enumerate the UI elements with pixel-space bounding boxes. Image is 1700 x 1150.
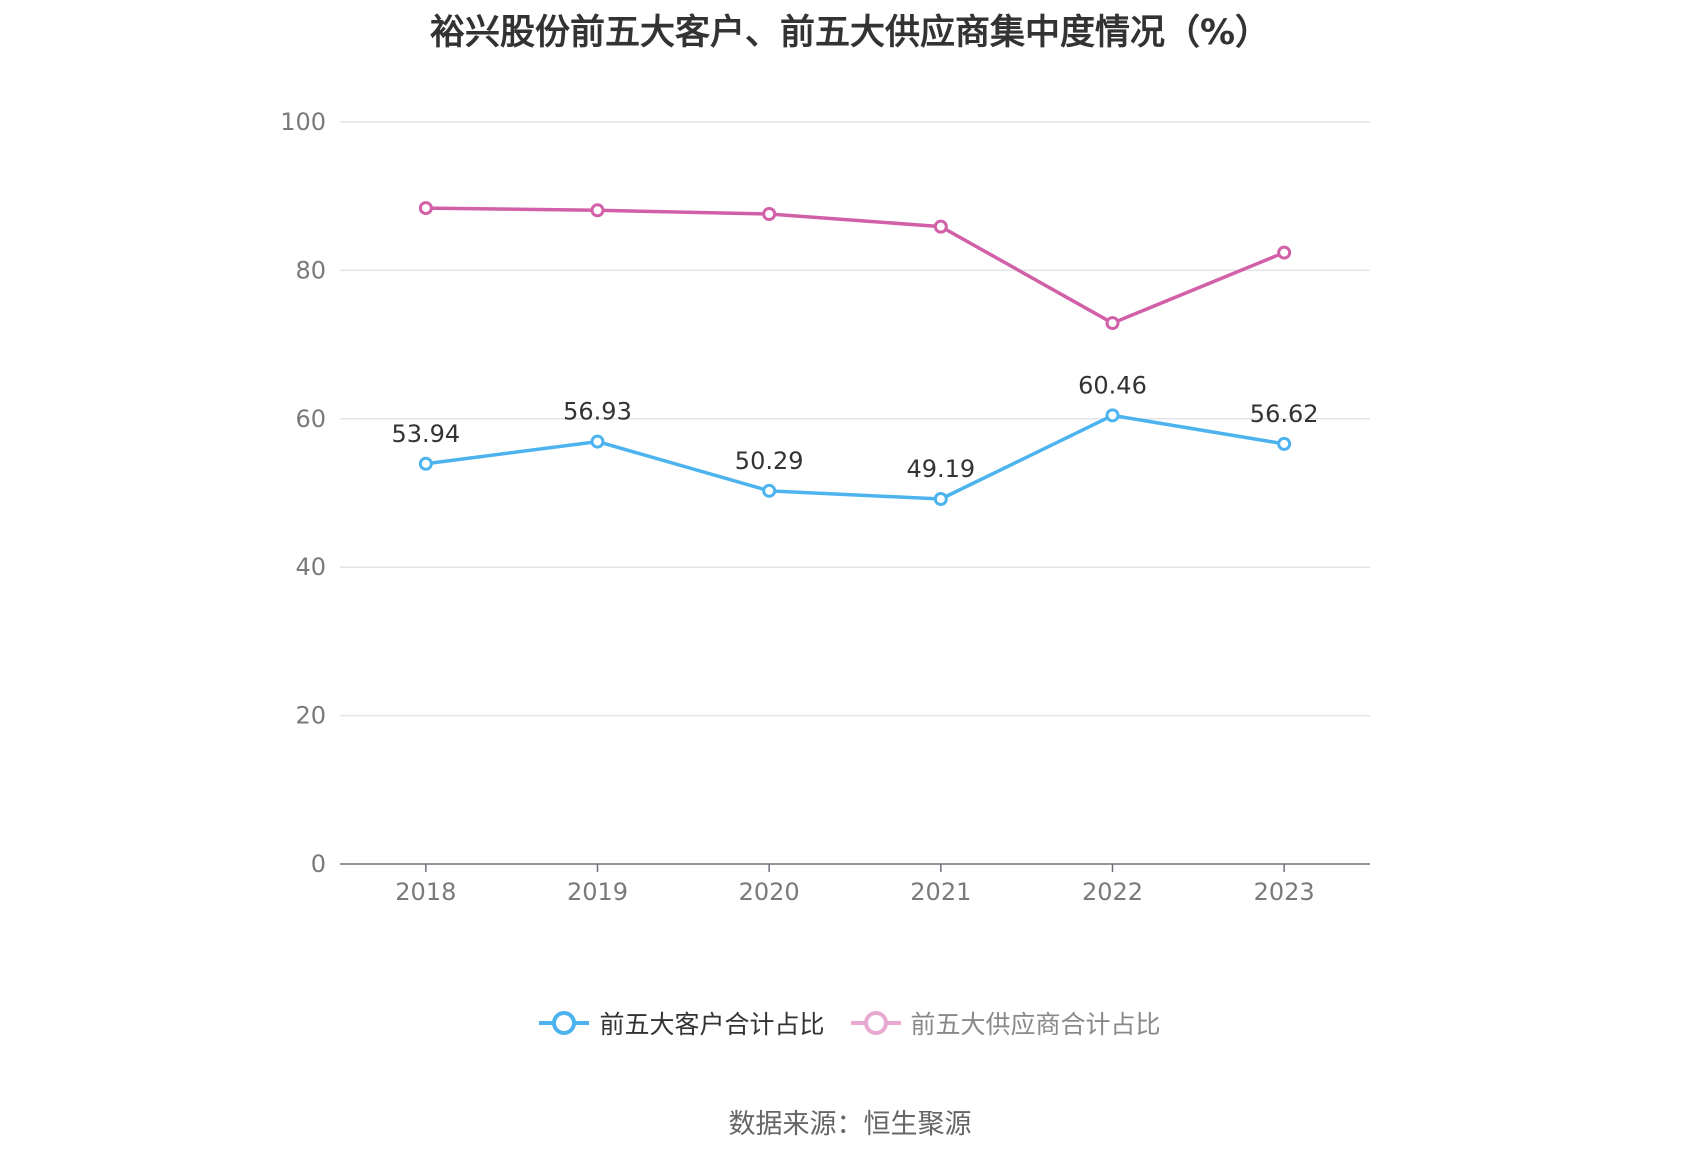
data-point[interactable] (590, 434, 605, 449)
data-label: 56.62 (1250, 400, 1319, 428)
axes: 0 20 40 60 80 100 2018 2019 2020 2021 2022 2023 (280, 108, 1370, 906)
data-point[interactable] (762, 207, 777, 222)
legend-marker-suppliers (850, 1011, 901, 1035)
x-tick-label: 2021 (910, 878, 971, 906)
data-point[interactable] (1105, 316, 1120, 331)
data-label: 53.94 (391, 420, 460, 448)
legend-item-customers[interactable]: 前五大客户合计占比 (539, 1005, 825, 1041)
data-label: 49.19 (906, 455, 975, 483)
legend-label-suppliers: 前五大供应商合计占比 (910, 1010, 1161, 1039)
data-point[interactable] (418, 456, 433, 471)
x-tick-label: 2019 (567, 878, 628, 906)
x-tick-label: 2018 (395, 878, 456, 906)
data-point[interactable] (418, 201, 433, 216)
series-line-1 (425, 206, 1285, 325)
x-tick-label: 2023 (1254, 878, 1315, 906)
data-point[interactable] (590, 203, 605, 218)
grid-lines (340, 121, 1370, 717)
data-label: 50.29 (735, 447, 804, 475)
x-tick-label: 2022 (1082, 878, 1143, 906)
data-point[interactable] (1277, 436, 1292, 451)
x-tick-label: 2020 (739, 878, 800, 906)
data-label: 56.93 (563, 398, 632, 426)
y-tick-label: 100 (280, 108, 326, 136)
series-lines (418, 201, 1292, 507)
data-point[interactable] (1105, 408, 1120, 423)
data-label: 60.46 (1078, 371, 1147, 399)
data-point[interactable] (933, 492, 948, 507)
data-point[interactable] (1277, 245, 1292, 260)
legend-marker-customers (539, 1011, 590, 1035)
legend-item-suppliers[interactable]: 前五大供应商合计占比 (850, 1005, 1161, 1041)
series-line-0 (425, 413, 1285, 501)
data-point[interactable] (933, 219, 948, 234)
y-tick-label: 80 (295, 256, 326, 284)
source-text: 数据来源：恒生聚源 (728, 1109, 972, 1140)
legend: 前五大客户合计占比 前五大供应商合计占比 (0, 1005, 1700, 1041)
data-point[interactable] (762, 483, 777, 498)
data-labels: 53.94 56.93 50.29 49.19 60.46 56.62 (391, 371, 1318, 483)
y-tick-label: 20 (295, 702, 326, 730)
y-tick-label: 60 (295, 405, 326, 433)
y-tick-label: 40 (295, 553, 326, 581)
y-tick-label: 0 (311, 850, 326, 878)
legend-label-customers: 前五大客户合计占比 (599, 1010, 825, 1039)
chart-title: 裕兴股份前五大客户、前五大供应商集中度情况（%） (429, 13, 1271, 53)
